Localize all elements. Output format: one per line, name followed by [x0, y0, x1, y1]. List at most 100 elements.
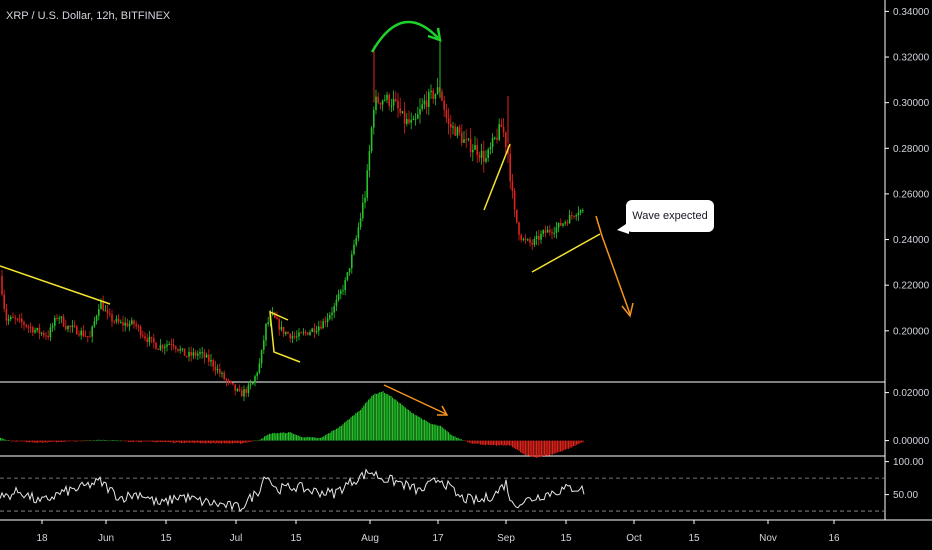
histogram-bar [92, 440, 94, 441]
histogram-bar [12, 440, 14, 442]
histogram-bar [419, 417, 421, 441]
candle-body [410, 119, 412, 123]
candle-body [29, 327, 32, 329]
histogram-bar [539, 440, 541, 457]
candle-body [386, 94, 388, 100]
candle-body [366, 170, 368, 198]
candle-body [91, 326, 93, 337]
candle-body [340, 290, 342, 294]
histogram-bar [416, 415, 418, 441]
candle-body [212, 360, 214, 367]
histogram-bar [569, 440, 571, 448]
histogram-bar [129, 440, 131, 442]
candle-body [571, 215, 573, 217]
candle-body [467, 138, 470, 140]
candle-body [282, 326, 285, 335]
histogram-bar [345, 421, 347, 441]
candle-body [318, 326, 320, 331]
candle-body [49, 327, 52, 338]
histogram-bar [305, 437, 307, 441]
histogram-bar [200, 440, 202, 444]
histogram-bar [0, 437, 2, 441]
candle-body [208, 354, 210, 362]
candle-body [51, 325, 54, 328]
candle-body [397, 100, 399, 109]
histogram-bar [382, 391, 384, 441]
histogram-bar [187, 440, 189, 443]
candle-body [98, 309, 100, 316]
candle-body [423, 100, 426, 105]
candle-body [56, 317, 58, 319]
histogram-bar [387, 394, 389, 441]
candle-body [175, 346, 177, 349]
candle-body [450, 124, 452, 128]
histogram-bar [318, 437, 320, 441]
candle-body [485, 158, 487, 162]
histogram-bar [384, 392, 386, 441]
candle-body [388, 94, 390, 106]
histogram-bar [491, 440, 493, 445]
histogram-bar [150, 440, 152, 442]
candle-body [513, 191, 516, 210]
candle-body [199, 352, 201, 355]
candle-body [177, 348, 179, 351]
histogram-bar [376, 393, 378, 441]
histogram-bar [131, 440, 133, 442]
histogram-bar [582, 440, 584, 443]
candle-body [223, 372, 225, 380]
candle-body [192, 352, 195, 356]
candle-body [142, 335, 144, 337]
candle-body [562, 223, 564, 226]
histogram-bar [312, 437, 314, 441]
divergence-arrowhead [437, 405, 449, 416]
histogram-bar [190, 440, 192, 443]
histogram-bar [443, 428, 445, 441]
candle-body [32, 327, 34, 333]
histogram-bar [240, 440, 242, 444]
candle-body [544, 230, 547, 233]
candle-body [181, 348, 184, 350]
candle-body [399, 108, 401, 113]
histogram-bar [307, 436, 309, 441]
histogram-bar [158, 440, 160, 443]
candle-body [540, 233, 542, 240]
histogram-bar [472, 440, 474, 444]
histogram-bar [302, 437, 304, 441]
histogram-bar [244, 440, 246, 443]
candle-body [221, 372, 223, 374]
histogram-bar [553, 440, 555, 454]
candle-body [342, 290, 344, 292]
histogram-bar [358, 411, 360, 441]
candle-body [117, 318, 120, 323]
candle-body [7, 319, 10, 321]
histogram-bar [451, 435, 453, 441]
histogram-bar [340, 425, 342, 441]
divergence-arrow [383, 384, 447, 415]
candle-body [71, 325, 74, 328]
candle-body [194, 352, 197, 356]
candle-body [564, 222, 566, 224]
candle-body [183, 348, 186, 357]
candle-body [458, 127, 461, 133]
histogram-bar [464, 440, 466, 442]
histogram-bar [323, 436, 325, 441]
candle-body [232, 382, 234, 385]
candle-body [419, 108, 421, 115]
histogram-bar [112, 440, 114, 441]
histogram-bar [496, 440, 498, 446]
osc-axis-label: 0.02000 [893, 388, 930, 399]
histogram-bar [142, 440, 144, 442]
candle-body [509, 153, 511, 182]
candle-body [65, 326, 67, 330]
candle-body [447, 118, 450, 125]
candle-body [34, 330, 36, 333]
histogram-bar [248, 440, 250, 442]
histogram-bar [368, 399, 370, 441]
candle-body [298, 332, 300, 337]
histogram-bar [46, 440, 48, 443]
candle-body [80, 330, 82, 336]
histogram-bar [361, 407, 363, 441]
candle-body [225, 379, 228, 381]
candle-body [368, 151, 371, 171]
candle-body [285, 332, 287, 335]
